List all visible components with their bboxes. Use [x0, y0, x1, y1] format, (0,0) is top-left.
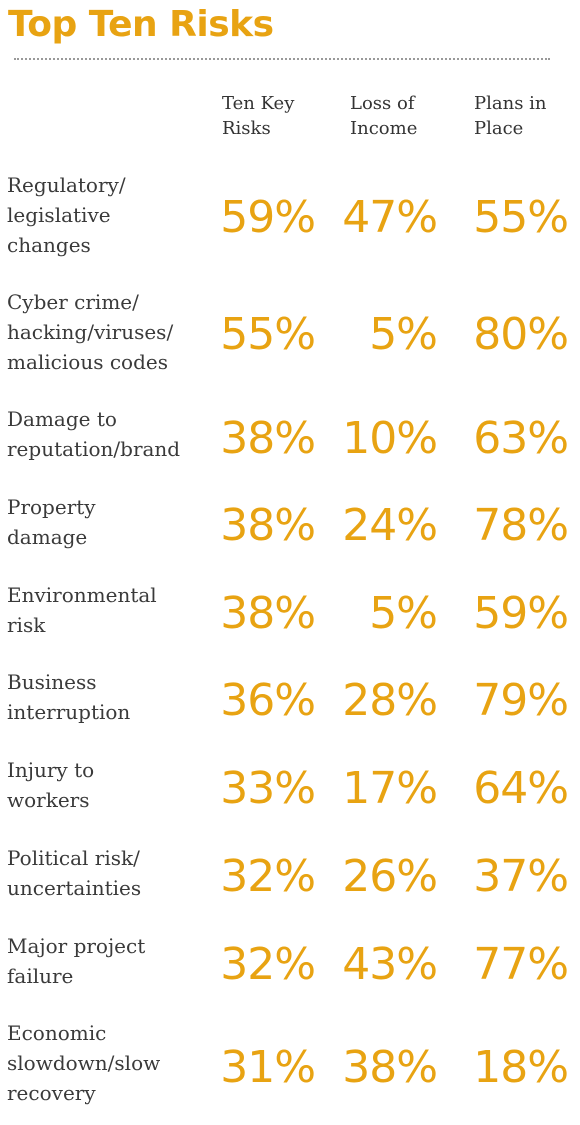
table-row: Economic slowdown/slow recovery 31% 38% 18%: [0, 1018, 580, 1110]
table-row: Political risk/ uncertainties 32% 26% 37%: [0, 843, 580, 905]
value-loss-of-income: 24%: [342, 500, 438, 551]
value-loss-of-income: 17%: [342, 763, 438, 814]
value-ten-key-risks: 36%: [220, 675, 316, 726]
value-plans-in-place: 80%: [473, 309, 569, 360]
row-label: Political risk/ uncertainties: [7, 846, 142, 900]
value-ten-key-risks: 31%: [220, 1042, 316, 1093]
row-label: Damage to reputation/brand: [7, 407, 181, 461]
row-label: Property damage: [7, 495, 96, 549]
value-ten-key-risks: 38%: [220, 588, 316, 639]
value-loss-of-income: 38%: [342, 1042, 438, 1093]
row-label: Major project failure: [7, 934, 146, 988]
value-loss-of-income: 47%: [342, 192, 438, 243]
row-label: Injury to workers: [7, 758, 95, 812]
value-ten-key-risks: 59%: [220, 192, 316, 243]
value-loss-of-income: 26%: [342, 851, 438, 902]
row-label: Environmental risk: [7, 583, 157, 637]
value-loss-of-income: 5%: [369, 588, 438, 639]
value-plans-in-place: 64%: [473, 763, 569, 814]
row-label: Business interruption: [7, 670, 131, 724]
value-loss-of-income: 10%: [342, 413, 438, 464]
value-loss-of-income: 28%: [342, 675, 438, 726]
table-row: Cyber crime/ hacking/viruses/ malicious …: [0, 287, 580, 379]
value-ten-key-risks: 33%: [220, 763, 316, 814]
value-ten-key-risks: 38%: [220, 500, 316, 551]
table-row: Injury to workers 33% 17% 64%: [0, 755, 580, 817]
dotted-divider: [14, 58, 550, 60]
value-plans-in-place: 59%: [473, 588, 569, 639]
value-ten-key-risks: 32%: [220, 939, 316, 990]
value-plans-in-place: 77%: [473, 939, 569, 990]
value-plans-in-place: 55%: [473, 192, 569, 243]
value-plans-in-place: 37%: [473, 851, 569, 902]
column-header-loss-of-income: Loss of Income: [350, 93, 418, 139]
value-plans-in-place: 79%: [473, 675, 569, 726]
table-row: Regulatory/ legislative changes 59% 47% 55%: [0, 170, 580, 262]
table-row: Property damage 38% 24% 78%: [0, 492, 580, 554]
value-ten-key-risks: 55%: [220, 309, 316, 360]
table-row: Business interruption 36% 28% 79%: [0, 667, 580, 729]
column-header-plans-in-place: Plans in Place: [474, 93, 547, 139]
row-label: Cyber crime/ hacking/viruses/ malicious …: [7, 290, 174, 374]
table-row: Environmental risk 38% 5% 59%: [0, 580, 580, 642]
value-plans-in-place: 78%: [473, 500, 569, 551]
row-label: Economic slowdown/slow recovery: [7, 1021, 161, 1105]
value-loss-of-income: 43%: [342, 939, 438, 990]
table-row: Major project failure 32% 43% 77%: [0, 931, 580, 993]
table-row: Damage to reputation/brand 38% 10% 63%: [0, 404, 580, 466]
value-ten-key-risks: 32%: [220, 851, 316, 902]
column-header-ten-key-risks: Ten Key Risks: [222, 93, 295, 139]
row-label: Regulatory/ legislative changes: [7, 173, 126, 257]
page-title: Top Ten Risks: [8, 4, 274, 45]
value-ten-key-risks: 38%: [220, 413, 316, 464]
value-loss-of-income: 5%: [369, 309, 438, 360]
value-plans-in-place: 63%: [473, 413, 569, 464]
value-plans-in-place: 18%: [473, 1042, 569, 1093]
